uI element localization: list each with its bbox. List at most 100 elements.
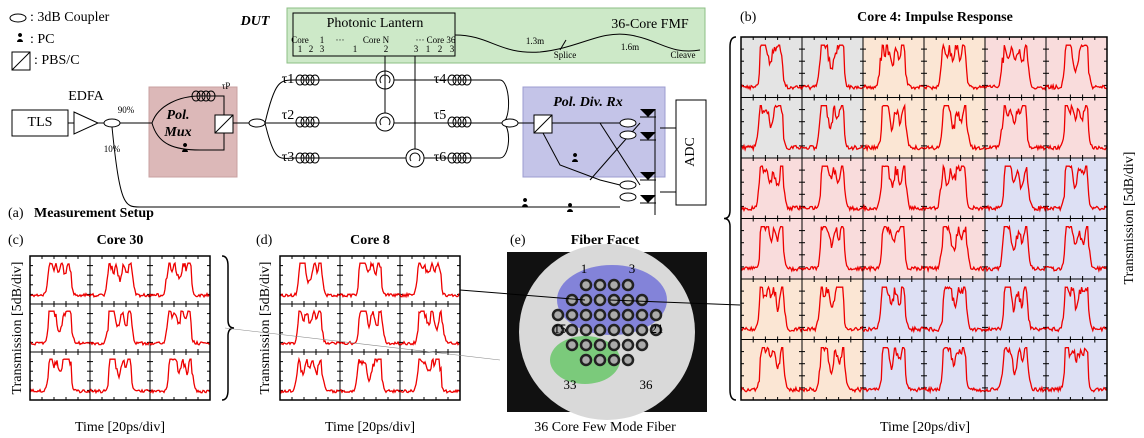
tau-label: τ4 xyxy=(434,72,447,87)
pc-icon xyxy=(567,203,573,212)
core xyxy=(553,310,563,320)
label: (e) xyxy=(510,233,526,248)
label: 36 Core Few Mode Fiber xyxy=(534,420,676,435)
label: Pol. Div. Rx xyxy=(553,95,622,110)
label: Mux xyxy=(163,125,191,140)
core xyxy=(609,310,619,320)
core xyxy=(651,310,661,320)
core xyxy=(595,340,605,350)
label: Core 4: Impulse Response xyxy=(857,10,1013,25)
port-label: 2 xyxy=(309,44,314,54)
core-number: 15 xyxy=(554,321,567,336)
core xyxy=(623,295,633,305)
fmf-label: 36-Core FMF xyxy=(611,17,689,32)
plot-cell xyxy=(400,304,460,352)
label: 10% xyxy=(104,144,121,154)
tau-label: τ3 xyxy=(282,150,295,165)
core xyxy=(623,325,633,335)
brace xyxy=(222,256,234,400)
label: Time [20ps/div] xyxy=(75,420,165,435)
core xyxy=(623,310,633,320)
core xyxy=(637,295,647,305)
pc-icon xyxy=(522,198,528,207)
label: Time [20ps/div] xyxy=(325,420,415,435)
core xyxy=(609,355,619,365)
core xyxy=(581,355,591,365)
delay-coil xyxy=(453,117,461,127)
label: Cleave xyxy=(671,50,696,60)
label: Time [20ps/div] xyxy=(880,420,970,435)
legend-text: : 3dB Coupler xyxy=(30,10,110,25)
plot-cell xyxy=(30,304,90,352)
label: Transmission [5dB/div] xyxy=(258,262,273,395)
core xyxy=(637,310,647,320)
plot-cell xyxy=(863,279,924,340)
label: Pol. xyxy=(167,108,190,123)
core-number: 33 xyxy=(564,377,577,392)
core xyxy=(581,340,591,350)
label: 1.3m xyxy=(526,36,544,46)
port-label: 3 xyxy=(414,44,419,54)
port-label: 2 xyxy=(438,44,443,54)
legend-text: : PC xyxy=(30,32,55,47)
coupler xyxy=(620,193,636,201)
label: EDFA xyxy=(68,89,104,104)
plot-cell xyxy=(802,219,863,280)
core-number: 1 xyxy=(581,261,588,276)
delay-coil xyxy=(463,117,471,127)
plot-cell xyxy=(985,219,1046,280)
delay-coil xyxy=(458,117,466,127)
delay-coil xyxy=(306,117,314,127)
core xyxy=(581,280,591,290)
tau-label: τ1 xyxy=(282,72,295,87)
plot-cell xyxy=(985,279,1046,340)
core xyxy=(623,280,633,290)
core xyxy=(581,310,591,320)
core xyxy=(609,325,619,335)
label: (d) xyxy=(256,233,273,248)
core xyxy=(567,325,577,335)
delay-coil xyxy=(448,117,456,127)
port-label: 1 xyxy=(426,44,431,54)
plot-cell xyxy=(985,98,1046,159)
core xyxy=(595,280,605,290)
lantern-label: Photonic Lantern xyxy=(327,16,424,31)
port-label: 1 xyxy=(353,44,358,54)
core xyxy=(567,310,577,320)
core xyxy=(567,295,577,305)
core xyxy=(581,325,591,335)
core xyxy=(609,340,619,350)
label: (a) xyxy=(8,206,24,221)
coupler xyxy=(620,181,636,189)
core xyxy=(595,310,605,320)
core xyxy=(595,355,605,365)
label: Splice xyxy=(554,50,577,60)
port-label: 3 xyxy=(320,44,325,54)
label: ADC xyxy=(683,137,698,167)
coupler xyxy=(104,119,120,127)
core-number: 21 xyxy=(651,321,664,336)
plot-cell xyxy=(863,219,924,280)
label: 1.6m xyxy=(621,42,639,52)
port-label: 2 xyxy=(384,44,389,54)
circulator xyxy=(376,113,394,131)
label: Core 8 xyxy=(350,233,390,248)
label: (b) xyxy=(740,10,757,25)
circulator xyxy=(406,149,424,167)
brace xyxy=(724,37,736,400)
label: (c) xyxy=(8,233,24,248)
core xyxy=(623,340,633,350)
core xyxy=(595,325,605,335)
coupler xyxy=(249,119,265,127)
pc-icon xyxy=(17,33,23,42)
coupler xyxy=(620,119,636,127)
plot-cell xyxy=(863,340,924,401)
edfa xyxy=(74,112,98,134)
tau-label: τ5 xyxy=(434,108,447,123)
plot-cell xyxy=(400,352,460,400)
label: 90% xyxy=(118,105,135,115)
dut-label: DUT xyxy=(240,14,271,29)
label: Core 30 xyxy=(97,233,144,248)
delay-coil xyxy=(301,117,309,127)
plot-cell xyxy=(150,304,210,352)
